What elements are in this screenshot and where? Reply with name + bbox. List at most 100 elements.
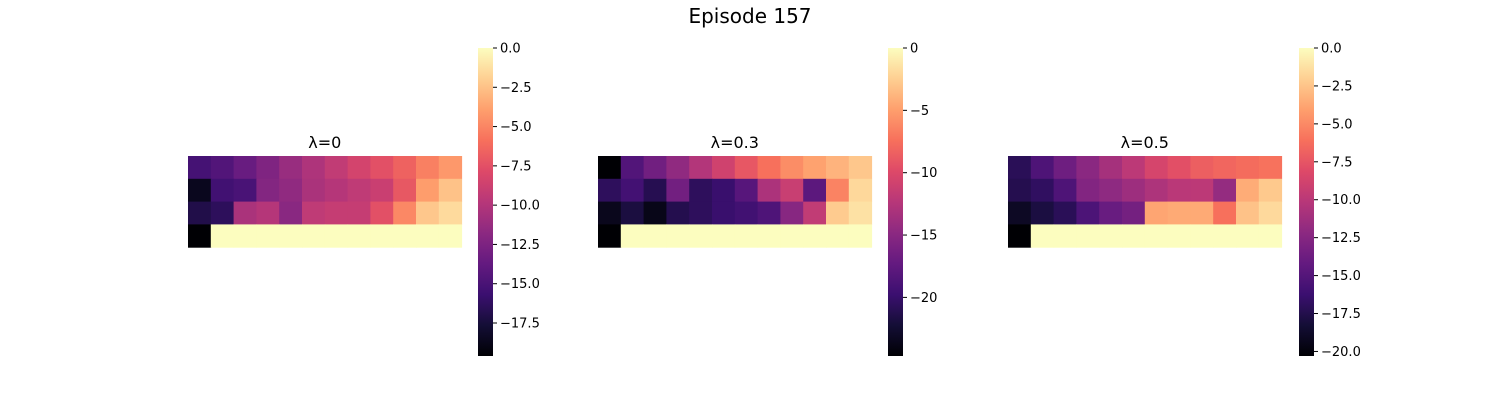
heatmap-cell (643, 201, 667, 225)
colorbar-tick-label: −7.5 (1321, 155, 1353, 170)
heatmap-cell (1076, 201, 1100, 225)
heatmap-cell (438, 201, 463, 225)
heatmap-cell (1213, 156, 1237, 180)
heatmap-cell (370, 224, 394, 248)
heatmap-cell (712, 224, 736, 248)
heatmap-cell (393, 156, 417, 180)
heatmap-cell (826, 156, 850, 180)
figure-title: Episode 157 (688, 4, 811, 28)
heatmap-cell (848, 224, 873, 248)
heatmap-cell (188, 156, 212, 180)
heatmap-cell (1190, 224, 1214, 248)
heatmap-panel-1: λ=0 0.0 −2.5 −5.0 −7.5 −10.0 −12.5 −15.0 −17.5 (188, 42, 540, 356)
colorbar-tick-label: −10 (910, 166, 937, 181)
heatmap-cell (370, 156, 394, 180)
heatmap-cell (1076, 178, 1100, 203)
heatmap-cell (826, 224, 850, 248)
heatmap-cell (1258, 201, 1283, 225)
heatmap-cell (757, 156, 781, 180)
heatmap-cell (279, 201, 303, 225)
heatmap-cell (1236, 178, 1260, 203)
heatmap-cell (188, 224, 212, 248)
heatmap-cell (689, 156, 713, 180)
heatmap-cell (1190, 178, 1214, 203)
heatmap-cell (1008, 178, 1032, 203)
panel-title: λ=0.3 (711, 133, 759, 152)
heatmap-cell (1122, 178, 1146, 203)
heatmap-cell (1076, 224, 1100, 248)
heatmap-cell (712, 201, 736, 225)
heatmap-cell (1030, 224, 1055, 248)
colorbar-tick-label: 0 (910, 42, 918, 57)
heatmap-cell (302, 201, 326, 225)
heatmap-cell (393, 201, 417, 225)
heatmap-cell (1190, 156, 1214, 180)
heatmap-cell (620, 224, 645, 248)
heatmap-cell (256, 201, 280, 225)
heatmap-cell (210, 224, 235, 248)
heatmap-cell (233, 224, 257, 248)
heatmap-panel-3: λ=0.5 0.0 −2.5 −5.0 −7.5 −10.0 −12.5 −15.0 −17.5… (1008, 42, 1361, 360)
heatmap-cell (803, 201, 827, 225)
heatmap-cell (416, 224, 440, 248)
heatmap-cell (598, 178, 622, 203)
heatmap-cell (1236, 201, 1260, 225)
heatmap-cell (620, 156, 645, 180)
heatmap-cell (1099, 156, 1123, 180)
heatmap-cell (643, 178, 667, 203)
colorbar-tick-label: −2.5 (500, 81, 532, 96)
colorbar-tick-label: −17.5 (1321, 307, 1361, 322)
heatmap-cell (233, 156, 257, 180)
heatmap-cell (1213, 201, 1237, 225)
heatmap-cell (803, 156, 827, 180)
heatmap-cell (803, 178, 827, 203)
heatmap-cell (279, 156, 303, 180)
heatmap-cell (803, 224, 827, 248)
colorbar-tick-label: −10.0 (1321, 193, 1361, 208)
heatmap-cell (1053, 156, 1077, 180)
heatmap-cell (1008, 201, 1032, 225)
heatmap-cell (757, 178, 781, 203)
heatmap-cell (826, 178, 850, 203)
heatmap-cell (848, 156, 873, 180)
heatmap-cell (370, 178, 394, 203)
heatmap-cell (757, 224, 781, 248)
heatmap-cell (233, 178, 257, 203)
heatmap-cell (1099, 178, 1123, 203)
colorbar-tick-label: −5 (910, 104, 929, 119)
heatmap-cell (1167, 201, 1191, 225)
heatmap-cell (620, 178, 645, 203)
heatmap-cell (826, 201, 850, 225)
colorbar-tick-label: −20 (910, 291, 937, 306)
heatmap-cell (712, 156, 736, 180)
heatmap-cell (279, 178, 303, 203)
heatmap-cell (347, 201, 371, 225)
heatmap-cell (256, 178, 280, 203)
heatmap-cell (620, 201, 645, 225)
heatmap-cell (302, 224, 326, 248)
heatmap-cell (848, 178, 873, 203)
heatmap-cell (233, 201, 257, 225)
heatmap-cell (210, 156, 235, 180)
colorbar-tick-label: −12.5 (500, 238, 540, 253)
heatmap-cell (666, 156, 690, 180)
heatmap-cell (416, 178, 440, 203)
heatmap-cell (734, 224, 759, 248)
heatmap-cell (666, 201, 690, 225)
colorbar (888, 48, 903, 356)
heatmap-cell (666, 224, 690, 248)
heatmap-cell (1144, 178, 1169, 203)
heatmap-cell (1053, 178, 1077, 203)
heatmap-cell (780, 156, 804, 180)
heatmap-cell (1213, 178, 1237, 203)
heatmap-cell (438, 224, 463, 248)
colorbar-tick-label: −2.5 (1321, 79, 1353, 94)
heatmap-cell (210, 178, 235, 203)
heatmap-cell (393, 178, 417, 203)
heatmap-cell (780, 178, 804, 203)
heatmap-cell (1030, 178, 1055, 203)
heatmap-cell (1008, 156, 1032, 180)
heatmap-cell (734, 156, 759, 180)
heatmap-cell (1099, 224, 1123, 248)
heatmap-cell (256, 224, 280, 248)
